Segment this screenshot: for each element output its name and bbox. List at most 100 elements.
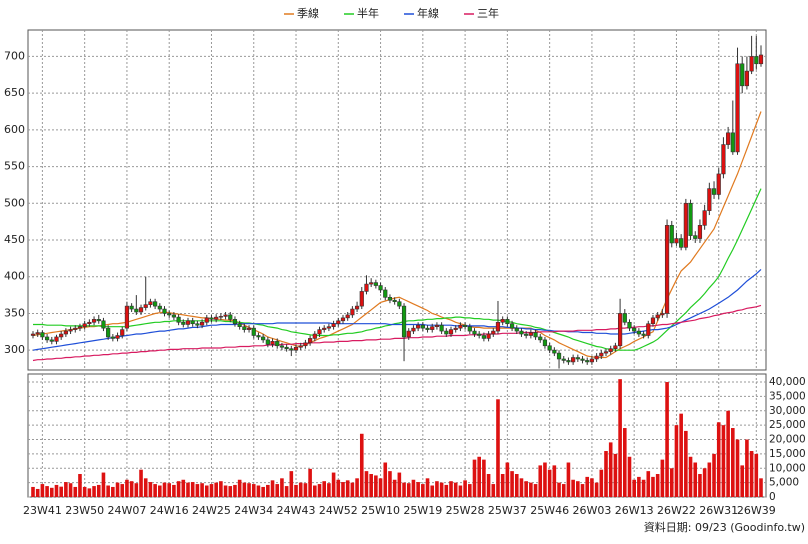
candle-body [547,345,552,351]
candle-body [162,308,167,314]
candle-body [73,327,78,330]
candle-body [486,333,491,339]
x-tick-label: 26W39 [737,504,776,517]
x-tick-label: 24W43 [277,504,316,517]
volume-bar [115,482,120,497]
candle-body [199,321,205,326]
candle-body [68,329,73,332]
candle-body [622,313,627,323]
candle-body [467,326,472,332]
candle-body [655,314,660,319]
volume-bar [566,462,571,497]
volume-bar [298,482,303,497]
candle-body [726,132,731,145]
volume-bar [468,484,472,497]
y-tick-label: 700 [4,49,25,62]
candle-body [434,324,440,327]
candle-body [599,352,604,357]
candle-body [228,314,233,320]
volume-bar [651,476,655,497]
volume-bar [223,485,228,497]
candle-body [364,283,369,292]
volume-bar [96,484,101,497]
candle-body [143,304,148,308]
volume-bar [632,479,636,497]
candle-body [148,301,153,305]
candle-body [261,336,266,341]
candle-body [110,336,115,339]
volume-bar [35,488,40,497]
y2-tick-label: 0 [769,491,776,503]
volume-bar [289,471,294,497]
volume-bar [388,471,392,497]
volume-bar [627,456,632,497]
volume-bar [125,479,129,497]
candle-body [397,301,402,307]
x-tick-label: 26W03 [572,504,611,517]
x-tick-label: 25W10 [361,504,400,517]
volume-bar [101,472,106,497]
y-tick-label: 600 [4,123,25,136]
ma-line [33,188,762,351]
x-tick-label: 24W16 [150,504,189,517]
candle-body [650,317,656,325]
candle-body [472,330,477,335]
y-tick-label: 550 [4,160,25,173]
candle-body [505,319,510,325]
candle-body [477,333,482,336]
candle-body [552,349,557,354]
candle-body [378,285,383,291]
candle-body [444,330,449,335]
volume-bar [580,484,585,497]
volume-bar [749,451,754,497]
candle-body [35,332,40,335]
volume-bar [275,484,280,497]
volume-bar [726,410,730,497]
candle-body [491,330,496,335]
candle-body [716,173,721,195]
candle-body [463,324,468,327]
volume-bar [759,478,763,497]
volume-bar [411,479,416,497]
volume-bar [359,433,364,497]
candle-body [157,305,162,310]
candle-body [495,321,501,332]
candle-body [509,323,515,329]
volume-bar [458,485,463,497]
volume-bar [148,482,153,497]
candle-body [439,324,444,332]
candle-body [683,203,688,248]
candle-body [171,314,177,318]
volume-bar [712,453,716,497]
x-tick-label: 23W41 [23,504,62,517]
x-tick-label: 24W52 [319,504,358,517]
volume-bar [40,484,45,497]
candle-body [744,70,750,87]
volume-bar [49,487,54,497]
volume-bar [87,488,92,497]
x-tick-label: 25W46 [530,504,569,517]
legend-label: 半年 [357,6,379,20]
candle-body [251,327,256,336]
candle-body [209,317,214,320]
candle-body [289,348,294,351]
x-tick-label: 26W13 [615,504,654,517]
candle-body [519,330,524,335]
volume-bar [444,484,449,497]
footer: 資料日期: 09/23 (Goodinfo.tw) [644,520,805,534]
volume-bar [378,478,383,497]
candle-body [528,332,533,336]
volume-bar [646,471,651,497]
volume-bar [435,481,439,497]
volume-bar [233,484,237,497]
y2-tick-label: 40,000 [769,376,806,388]
candle-body [265,339,270,345]
candle-body [237,323,242,327]
candle-body [369,282,374,285]
candle-body [575,357,580,360]
y2-tick-label: 25,000 [769,419,806,431]
candle-body [96,319,101,322]
volume-bar [665,382,669,497]
candle-body [679,238,684,248]
volume-bar [585,476,590,497]
